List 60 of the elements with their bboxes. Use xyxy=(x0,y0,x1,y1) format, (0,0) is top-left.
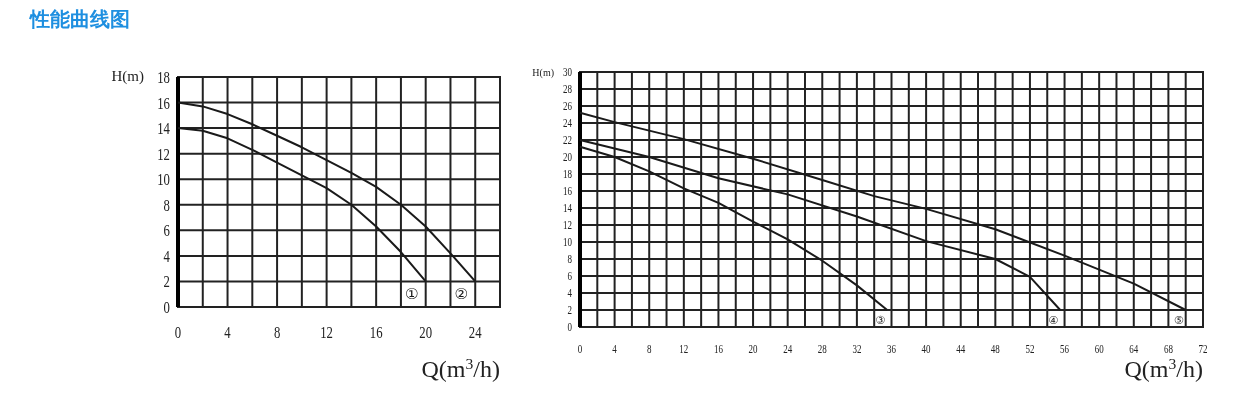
x-tick-label: 44 xyxy=(956,342,966,356)
y-tick-label: 0 xyxy=(163,298,170,317)
x-tick-label: 4 xyxy=(612,342,618,356)
y-tick-label: 20 xyxy=(563,151,572,164)
x-tick-label: 8 xyxy=(273,323,281,342)
y-tick-label: 22 xyxy=(563,134,572,147)
y-tick-label: 14 xyxy=(157,119,171,138)
x-tick-label: 48 xyxy=(990,342,1000,356)
x-tick-label: 16 xyxy=(369,323,383,342)
x-tick-label: 12 xyxy=(320,323,333,342)
y-tick-label: 10 xyxy=(563,236,572,249)
x-tick-label: 0 xyxy=(577,342,583,356)
x-tick-label: 68 xyxy=(1163,342,1173,356)
series-label: ④ xyxy=(1048,313,1059,327)
series-label: ① xyxy=(404,285,419,304)
x-tick-label: 20 xyxy=(419,323,433,342)
y-tick-label: 12 xyxy=(157,144,170,164)
y-tick-label: 26 xyxy=(563,100,572,113)
y-axis-title: H(m) xyxy=(532,67,554,79)
y-tick-label: 18 xyxy=(157,68,170,87)
y-tick-label: 28 xyxy=(563,83,572,96)
y-tick-label: 16 xyxy=(157,93,171,112)
x-tick-label: 72 xyxy=(1198,342,1208,356)
x-tick-label: 52 xyxy=(1025,342,1035,356)
x-tick-label: 8 xyxy=(646,342,652,356)
x-tick-label: 40 xyxy=(921,342,931,356)
x-tick-label: 24 xyxy=(468,323,483,342)
x-tick-label: 28 xyxy=(817,342,827,356)
series-label: ② xyxy=(454,285,468,304)
y-axis-title: H(m) xyxy=(111,68,144,85)
y-tick-label: 6 xyxy=(163,221,171,240)
y-tick-label: 4 xyxy=(567,287,573,300)
x-tick-label: 60 xyxy=(1094,342,1104,356)
x-tick-label: 12 xyxy=(679,342,689,356)
x-axis-title: Q(m$^{3}$/h) xyxy=(1124,354,1203,382)
y-tick-label: 12 xyxy=(563,219,572,232)
x-tick-label: 32 xyxy=(852,342,862,356)
x-tick-label: 20 xyxy=(748,342,758,356)
x-tick-label: 64 xyxy=(1129,342,1139,356)
x-tick-label: 36 xyxy=(887,342,896,356)
x-tick-label: 16 xyxy=(713,342,723,356)
y-tick-label: 16 xyxy=(563,185,572,198)
y-tick-label: 24 xyxy=(563,117,573,130)
y-tick-label: 14 xyxy=(563,202,573,215)
y-tick-label: 4 xyxy=(163,247,171,266)
chart-title: 性能曲线图 xyxy=(30,6,130,33)
y-tick-label: 2 xyxy=(163,272,170,291)
x-tick-label: 56 xyxy=(1060,342,1070,356)
series-label: ⑤ xyxy=(1173,313,1184,327)
y-tick-label: 2 xyxy=(567,304,572,317)
y-tick-label: 8 xyxy=(163,196,170,215)
y-tick-label: 30 xyxy=(563,66,572,79)
y-tick-label: 6 xyxy=(567,270,572,283)
x-tick-label: 4 xyxy=(224,323,232,342)
x-axis-title: Q(m$^{3}$/h) xyxy=(421,354,500,382)
x-tick-label: 24 xyxy=(783,342,793,356)
y-tick-label: 10 xyxy=(157,170,170,189)
y-tick-label: 18 xyxy=(563,168,572,181)
series-label: ③ xyxy=(875,313,886,327)
y-tick-label: 8 xyxy=(567,253,572,266)
